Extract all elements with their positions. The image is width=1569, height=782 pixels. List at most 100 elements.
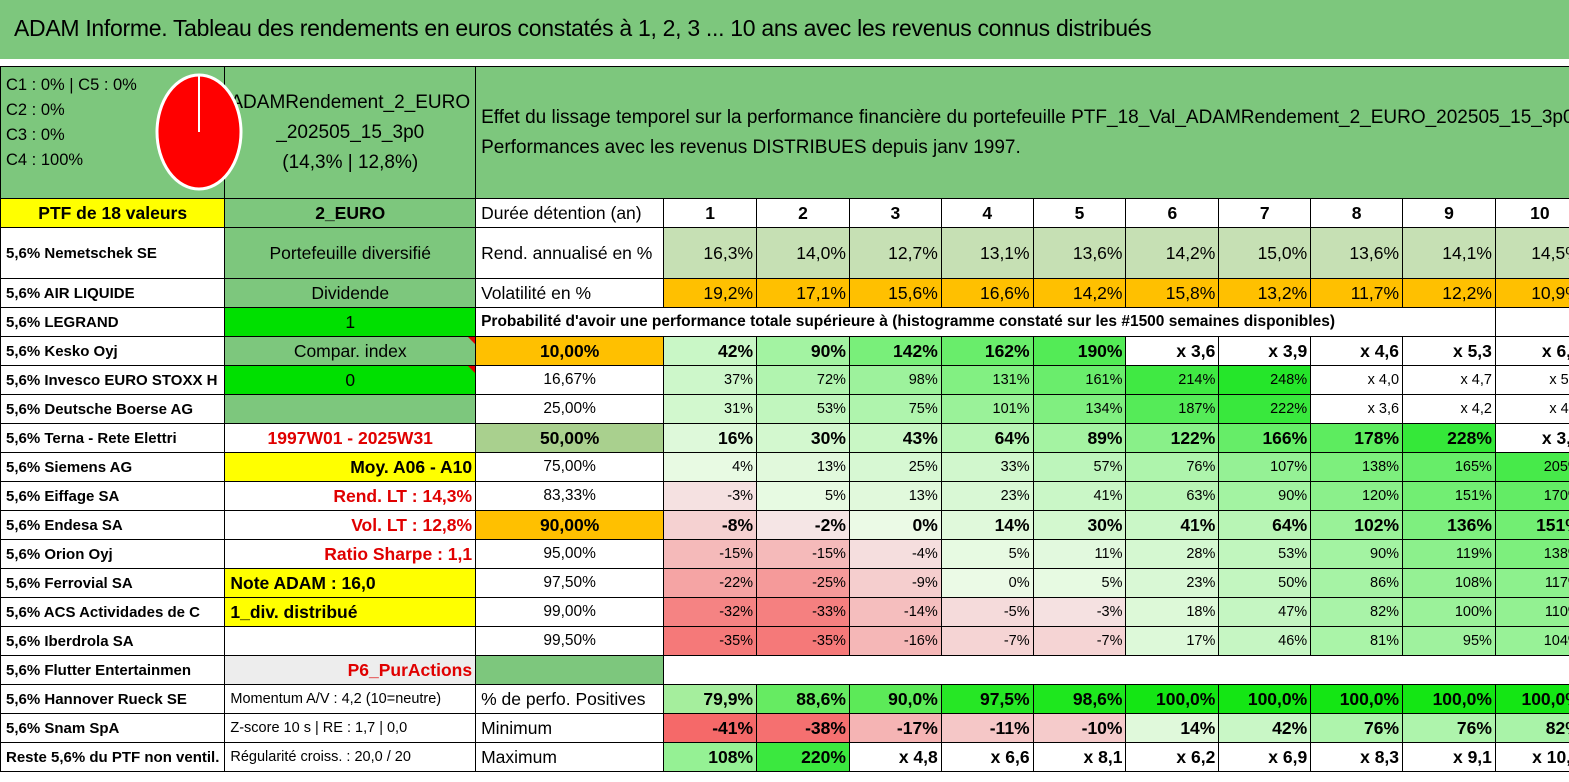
vol-label: Volatilité en % [475,278,665,308]
effect-line1: Effet du lissage temporel sur la perform… [481,106,1569,128]
maximum-value: x 6,6 [940,742,1034,772]
minimum-value: -41% [663,713,758,743]
minimum-label: Minimum [475,713,665,743]
year-header: 6 [1125,198,1220,228]
proba-value: 30% [756,423,850,453]
proba-value: 162% [940,336,1034,366]
portfolio-name_line2: _202505_15_3p0 [276,121,425,143]
maximum-value: x 6,2 [1125,742,1220,772]
proba-value: 17% [1125,626,1220,656]
minimum-value: -17% [848,713,942,743]
table-row: 5,6% Siemens AG Moy. A06 - A10 75,00% 4% 13%… [0,452,1569,482]
proba-value: 134% [1032,394,1127,424]
rend-value: 14,0% [756,227,850,279]
rend-value: 12,7% [848,227,942,279]
proba-value: x 4,2 [1402,394,1496,424]
vol-value: 14,2% [1032,278,1127,308]
proba-value: 41% [1032,481,1127,511]
positives-value: 97,5% [940,684,1034,714]
vol-value: 10,9% [1494,278,1569,308]
rend-value: 14,1% [1402,227,1496,279]
info-cell: Moy. A06 - A10 [224,452,477,482]
proba-value: 25% [848,452,942,482]
table-row: 5,6% LEGRAND 1 Probabilité d'avoir une per… [0,307,1569,337]
proba-value: 90% [756,336,850,366]
proba-value: 14% [940,510,1034,540]
maximum-label: Maximum [475,742,665,772]
holding-name: 5,6% Hannover Rueck SE [0,684,226,714]
positives-value: 79,9% [663,684,758,714]
proba-value: 165% [1402,452,1496,482]
probability-level: 50,00% [475,423,665,453]
portfolio-name_line3: (14,3% | 12,8%) [282,151,419,173]
allocation-pie-chart [155,73,243,191]
proba-value: 110% [1494,597,1569,627]
holding-name: 5,6% LEGRAND [0,307,226,337]
proba-value: 214% [1125,365,1220,395]
proba-value: 63% [1125,481,1220,511]
minimum-value: -38% [756,713,850,743]
info-cell: Compar. index [224,336,477,366]
table-row: 5,6% Iberdrola SA 99,50% -35% -35% -16% -7% -7… [0,626,1569,656]
year-header: 3 [848,198,942,228]
proba-value: 47% [1218,597,1312,627]
probability-level: 83,33% [475,481,665,511]
maximum-value: x 8,1 [1032,742,1127,772]
positives-value: 98,6% [1032,684,1127,714]
proba-value: x 4,7 [1494,394,1569,424]
proba-value: x 3,9 [1218,336,1312,366]
proba-value: -3% [663,481,758,511]
holding-name: 5,6% Deutsche Boerse AG [0,394,226,424]
info-cell [224,626,477,656]
proba-value: 5% [940,539,1034,569]
proba-value: 11% [1032,539,1127,569]
year-header: 1 [663,198,758,228]
proba-value: 75% [848,394,942,424]
minimum-value: 42% [1218,713,1312,743]
proba-value: 205% [1494,452,1569,482]
proba-value: 131% [940,365,1034,395]
proba-value: 13% [848,481,942,511]
proba-value: 95% [1402,626,1496,656]
positives-value: 90,0% [848,684,942,714]
proba-value: -9% [848,568,942,598]
positives-value: 100,0% [1218,684,1312,714]
year-header: 7 [1218,198,1312,228]
proba-value: 117% [1494,568,1569,598]
positives-value: 100,0% [1402,684,1496,714]
holding-name: 5,6% Snam SpA [0,713,226,743]
proba-value: 30% [1032,510,1127,540]
info-cell: 0 [224,365,477,395]
holding-name: 5,6% Endesa SA [0,510,226,540]
proba-value: 41% [1125,510,1220,540]
probability-level: 97,50% [475,568,665,598]
probability-level: 16,67% [475,365,665,395]
table-row: 5,6% Deutsche Boerse AG 25,00% 31% 53% 75% 10… [0,394,1569,424]
proba-value: 37% [663,365,758,395]
holding-name: 5,6% Ferrovial SA [0,568,226,598]
vol-value: 17,1% [756,278,850,308]
proba-value: x 3,9 [1494,423,1569,453]
proba-value: 161% [1032,365,1127,395]
proba-value: -15% [756,539,850,569]
table-row: 5,6% Eiffage SA Rend. LT : 14,3% 83,33% -3%… [0,481,1569,511]
minimum-value: -10% [1032,713,1127,743]
proba-value: -4% [848,539,942,569]
proba-value: 104% [1494,626,1569,656]
proba-value: x 4,7 [1402,365,1496,395]
proba-value: 57% [1032,452,1127,482]
duree-label: Durée détention (an) [475,198,665,228]
proba-value: 16% [663,423,758,453]
proba-value: 120% [1310,481,1404,511]
rend-value: 13,1% [940,227,1034,279]
empty-cell [1494,307,1569,337]
proba-value: 142% [848,336,942,366]
probability-level: 99,00% [475,597,665,627]
year-header: 4 [940,198,1034,228]
proba-value: 107% [1218,452,1312,482]
holding-name: 5,6% Siemens AG [0,452,226,482]
proba-value: -7% [1032,626,1127,656]
table-row: 5,6% Nemetschek SE Portefeuille diversifi… [0,227,1569,279]
proba-value: 18% [1125,597,1220,627]
proba-value: -35% [756,626,850,656]
